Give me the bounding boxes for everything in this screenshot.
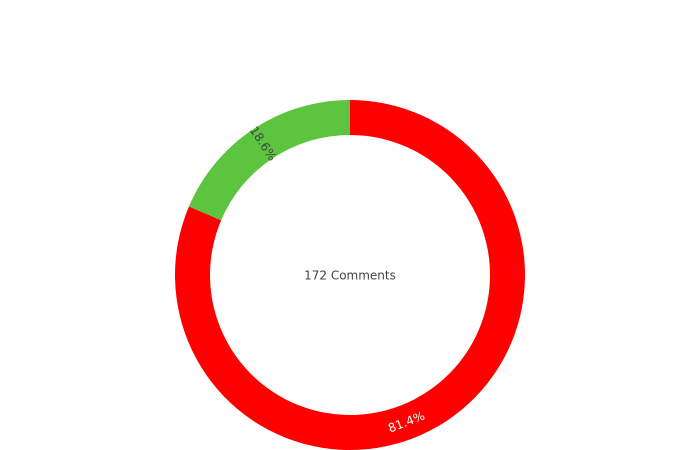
center-label: 172 Comments bbox=[304, 269, 396, 283]
slices-layer bbox=[175, 99, 525, 450]
donut-slice-1[interactable] bbox=[188, 99, 350, 221]
